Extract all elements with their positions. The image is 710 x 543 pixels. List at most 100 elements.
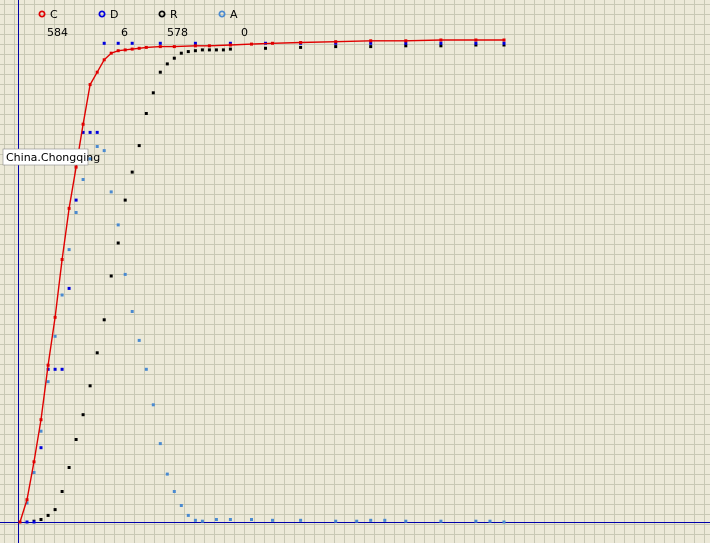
data-point-d [117, 42, 120, 45]
data-point-a [229, 518, 232, 521]
data-point-a [404, 520, 407, 523]
data-point-a [355, 520, 358, 523]
data-point-d [33, 521, 36, 524]
data-point-a [110, 190, 113, 193]
data-point-a [117, 223, 120, 226]
data-point-c [138, 47, 141, 50]
data-point-r [229, 48, 232, 51]
data-point-a [96, 145, 99, 148]
data-point-r [159, 71, 162, 74]
data-point-c [75, 166, 78, 169]
data-point-r [89, 384, 92, 387]
data-point-c [89, 83, 92, 86]
data-point-r [187, 50, 190, 53]
data-point-d [103, 42, 106, 45]
data-point-c [145, 46, 148, 49]
location-callout: China.Chongqing [3, 149, 100, 165]
data-point-c [299, 41, 302, 44]
data-point-r [334, 45, 337, 48]
legend-label-a: A [230, 8, 238, 21]
legend-label-d: D [110, 8, 118, 21]
data-point-c [61, 258, 64, 261]
data-point-r [145, 112, 148, 115]
data-point-a [489, 520, 492, 523]
data-point-r [117, 242, 120, 245]
data-point-r [173, 57, 176, 60]
data-point-a [68, 248, 71, 251]
data-point-r [96, 351, 99, 354]
data-point-r [299, 46, 302, 49]
data-point-a [334, 520, 337, 523]
data-point-d [474, 42, 477, 45]
data-point-c [19, 521, 22, 524]
data-point-c [159, 45, 162, 48]
data-point-a [201, 520, 204, 523]
data-point-r [124, 199, 127, 202]
data-point-a [369, 519, 372, 522]
data-point-d [68, 287, 71, 290]
data-point-c [229, 44, 232, 47]
data-point-c [404, 39, 407, 42]
data-point-c [250, 43, 253, 46]
data-point-a [82, 178, 85, 181]
data-point-c [124, 48, 127, 51]
data-point-r [110, 275, 113, 278]
data-point-r [75, 438, 78, 441]
data-point-d [75, 199, 78, 202]
data-point-c [96, 71, 99, 74]
data-point-a [159, 442, 162, 445]
data-point-d [26, 521, 29, 524]
data-point-a [194, 519, 197, 522]
data-point-d [96, 131, 99, 134]
data-point-a [61, 294, 64, 297]
data-point-a [131, 310, 134, 313]
data-point-r [264, 47, 267, 50]
data-point-c [40, 418, 43, 421]
data-point-a [166, 473, 169, 476]
data-point-c [82, 123, 85, 126]
data-point-c [208, 44, 211, 47]
legend-value-d: 6 [121, 26, 128, 39]
data-point-d [54, 368, 57, 371]
data-point-c [117, 49, 120, 52]
data-point-a [299, 519, 302, 522]
data-point-d [503, 42, 506, 45]
location-label: China.Chongqing [6, 151, 100, 164]
data-point-r [194, 49, 197, 52]
data-point-c [47, 364, 50, 367]
data-point-a [75, 211, 78, 214]
data-point-r [61, 490, 64, 493]
data-point-d [89, 131, 92, 134]
data-point-r [68, 466, 71, 469]
data-point-d [131, 42, 134, 45]
legend-value-r: 578 [167, 26, 188, 39]
legend-value-c: 584 [47, 26, 68, 39]
data-point-a [33, 471, 36, 474]
legend-label-r: R [170, 8, 178, 21]
data-point-r [40, 518, 43, 521]
data-point-a [180, 504, 183, 507]
data-point-r [208, 48, 211, 51]
data-point-a [103, 149, 106, 152]
data-point-c [474, 39, 477, 42]
data-point-r [201, 48, 204, 51]
data-point-c [103, 58, 106, 61]
data-point-d [40, 446, 43, 449]
data-point-d [439, 42, 442, 45]
data-point-c [131, 48, 134, 51]
data-point-r [54, 508, 57, 511]
data-point-d [159, 42, 162, 45]
data-point-c [334, 40, 337, 43]
data-point-r [82, 413, 85, 416]
data-point-r [215, 48, 218, 51]
data-point-r [103, 318, 106, 321]
data-point-c [26, 498, 29, 501]
data-point-a [439, 520, 442, 523]
data-point-r [138, 144, 141, 147]
data-point-a [152, 403, 155, 406]
data-point-c [54, 316, 57, 319]
data-point-c [68, 207, 71, 210]
data-point-c [503, 39, 506, 42]
